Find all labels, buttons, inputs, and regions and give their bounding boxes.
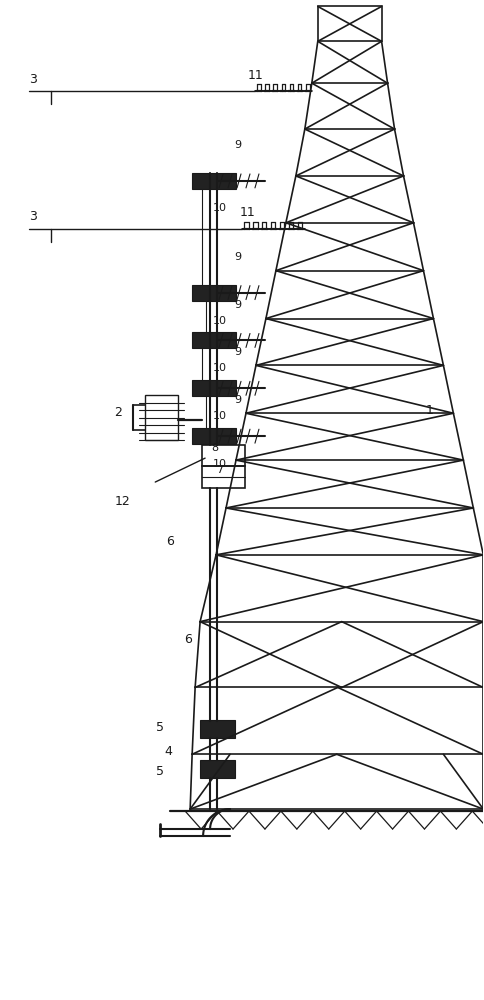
- Bar: [192, 332, 236, 348]
- Text: 11: 11: [240, 206, 256, 219]
- Bar: [200, 720, 235, 738]
- Bar: [200, 760, 235, 778]
- Text: 11: 11: [248, 69, 264, 82]
- Text: 10: 10: [213, 203, 227, 213]
- Text: 9: 9: [234, 140, 242, 150]
- Text: 9: 9: [234, 300, 242, 310]
- Text: 9: 9: [234, 395, 242, 405]
- Bar: [145, 395, 178, 440]
- Text: 12: 12: [115, 495, 130, 508]
- Text: 9: 9: [234, 347, 242, 357]
- Text: 6: 6: [184, 633, 192, 646]
- Text: 7: 7: [216, 465, 224, 475]
- Text: 2: 2: [114, 406, 122, 419]
- Text: 5: 5: [156, 721, 164, 734]
- Text: 8: 8: [212, 443, 219, 453]
- Bar: [202, 466, 245, 488]
- Text: 4: 4: [164, 745, 172, 758]
- Text: 6: 6: [166, 535, 174, 548]
- Bar: [192, 285, 236, 301]
- Bar: [192, 173, 236, 189]
- Text: 10: 10: [213, 411, 227, 421]
- Text: 10: 10: [213, 459, 227, 469]
- Text: 3: 3: [29, 210, 36, 223]
- Bar: [202, 445, 245, 466]
- Text: 10: 10: [213, 363, 227, 373]
- Bar: [192, 428, 236, 444]
- Bar: [192, 380, 236, 396]
- Text: 3: 3: [29, 73, 36, 86]
- Text: 1: 1: [425, 404, 433, 417]
- Bar: [318, 6, 381, 41]
- Text: 5: 5: [156, 765, 164, 778]
- Text: 10: 10: [213, 316, 227, 326]
- Text: 9: 9: [234, 252, 242, 262]
